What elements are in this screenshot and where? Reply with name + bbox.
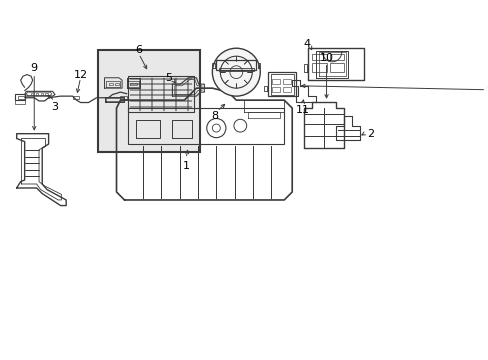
- Text: 1: 1: [182, 161, 189, 171]
- Bar: [272, 86, 280, 92]
- Bar: [41, 93, 43, 95]
- Bar: [36, 93, 38, 95]
- Bar: [98, 50, 200, 152]
- Bar: [268, 72, 296, 96]
- Bar: [31, 93, 33, 95]
- Text: 2: 2: [366, 130, 373, 139]
- Bar: [72, 96, 79, 99]
- Bar: [120, 96, 126, 99]
- Bar: [272, 79, 280, 84]
- Bar: [311, 54, 326, 60]
- Bar: [282, 79, 290, 84]
- Text: 8: 8: [211, 111, 218, 121]
- Circle shape: [212, 48, 260, 96]
- Bar: [45, 93, 48, 95]
- Text: 11: 11: [295, 105, 309, 115]
- Bar: [218, 68, 253, 71]
- Bar: [15, 100, 24, 104]
- Text: 12: 12: [73, 69, 87, 80]
- Bar: [216, 60, 256, 70]
- Bar: [311, 63, 326, 72]
- Text: 5: 5: [164, 73, 172, 83]
- Bar: [18, 96, 24, 99]
- Text: 3: 3: [51, 102, 59, 112]
- Text: 7: 7: [485, 87, 488, 97]
- Bar: [282, 86, 290, 92]
- Text: 10: 10: [319, 53, 333, 63]
- Bar: [270, 74, 293, 95]
- Bar: [329, 54, 344, 60]
- Text: 9: 9: [31, 63, 38, 73]
- Bar: [128, 108, 284, 144]
- Text: 6: 6: [135, 45, 142, 55]
- Bar: [15, 94, 24, 100]
- Bar: [329, 63, 344, 72]
- Text: 4: 4: [303, 39, 309, 49]
